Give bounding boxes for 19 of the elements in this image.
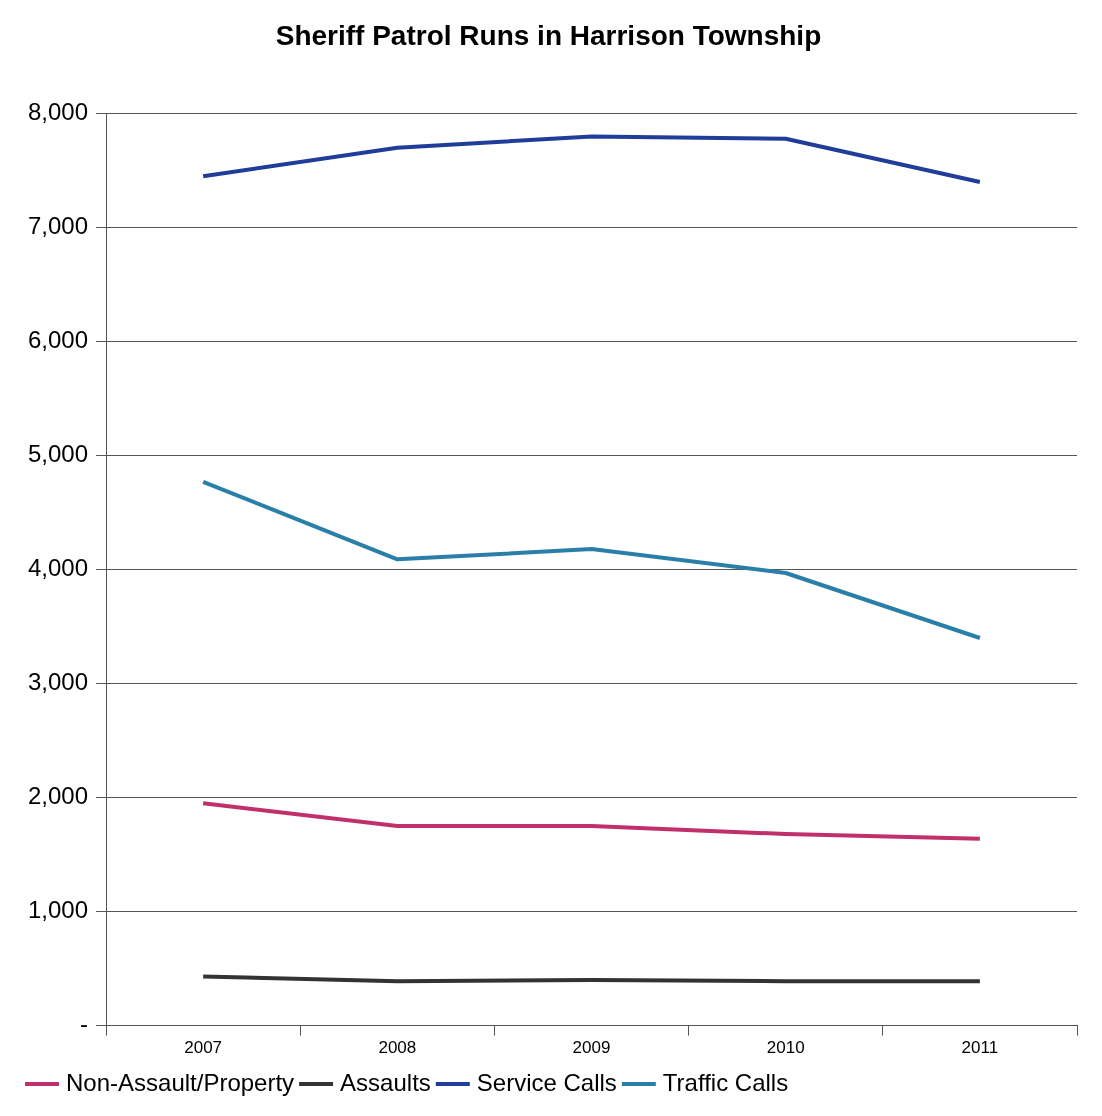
- x-tick-label: 2008: [378, 1038, 417, 1058]
- legend-label: Traffic Calls: [662, 1068, 789, 1096]
- x-tick-label: 2011: [961, 1038, 999, 1058]
- y-tick-label: 2,000: [28, 782, 89, 810]
- y-tick-label: 5,000: [28, 440, 89, 468]
- x-tick-label: 2007: [184, 1038, 223, 1058]
- legend-label: Service Calls: [476, 1068, 617, 1096]
- legend-label: Assaults: [340, 1068, 431, 1096]
- x-tick-label: 2009: [572, 1038, 611, 1058]
- x-tick-label: 2010: [766, 1038, 805, 1058]
- y-tick-label: 4,000: [28, 554, 89, 582]
- y-tick-label: 8,000: [28, 98, 89, 126]
- y-tick-label: 3,000: [28, 668, 89, 696]
- chart-title: Sheriff Patrol Runs in Harrison Township: [275, 19, 822, 51]
- y-tick-label: -: [80, 1010, 89, 1038]
- y-tick-label: 7,000: [28, 212, 89, 240]
- y-tick-label: 1,000: [28, 896, 89, 924]
- legend-label: Non-Assault/Property: [66, 1068, 295, 1096]
- y-tick-label: 6,000: [28, 326, 89, 354]
